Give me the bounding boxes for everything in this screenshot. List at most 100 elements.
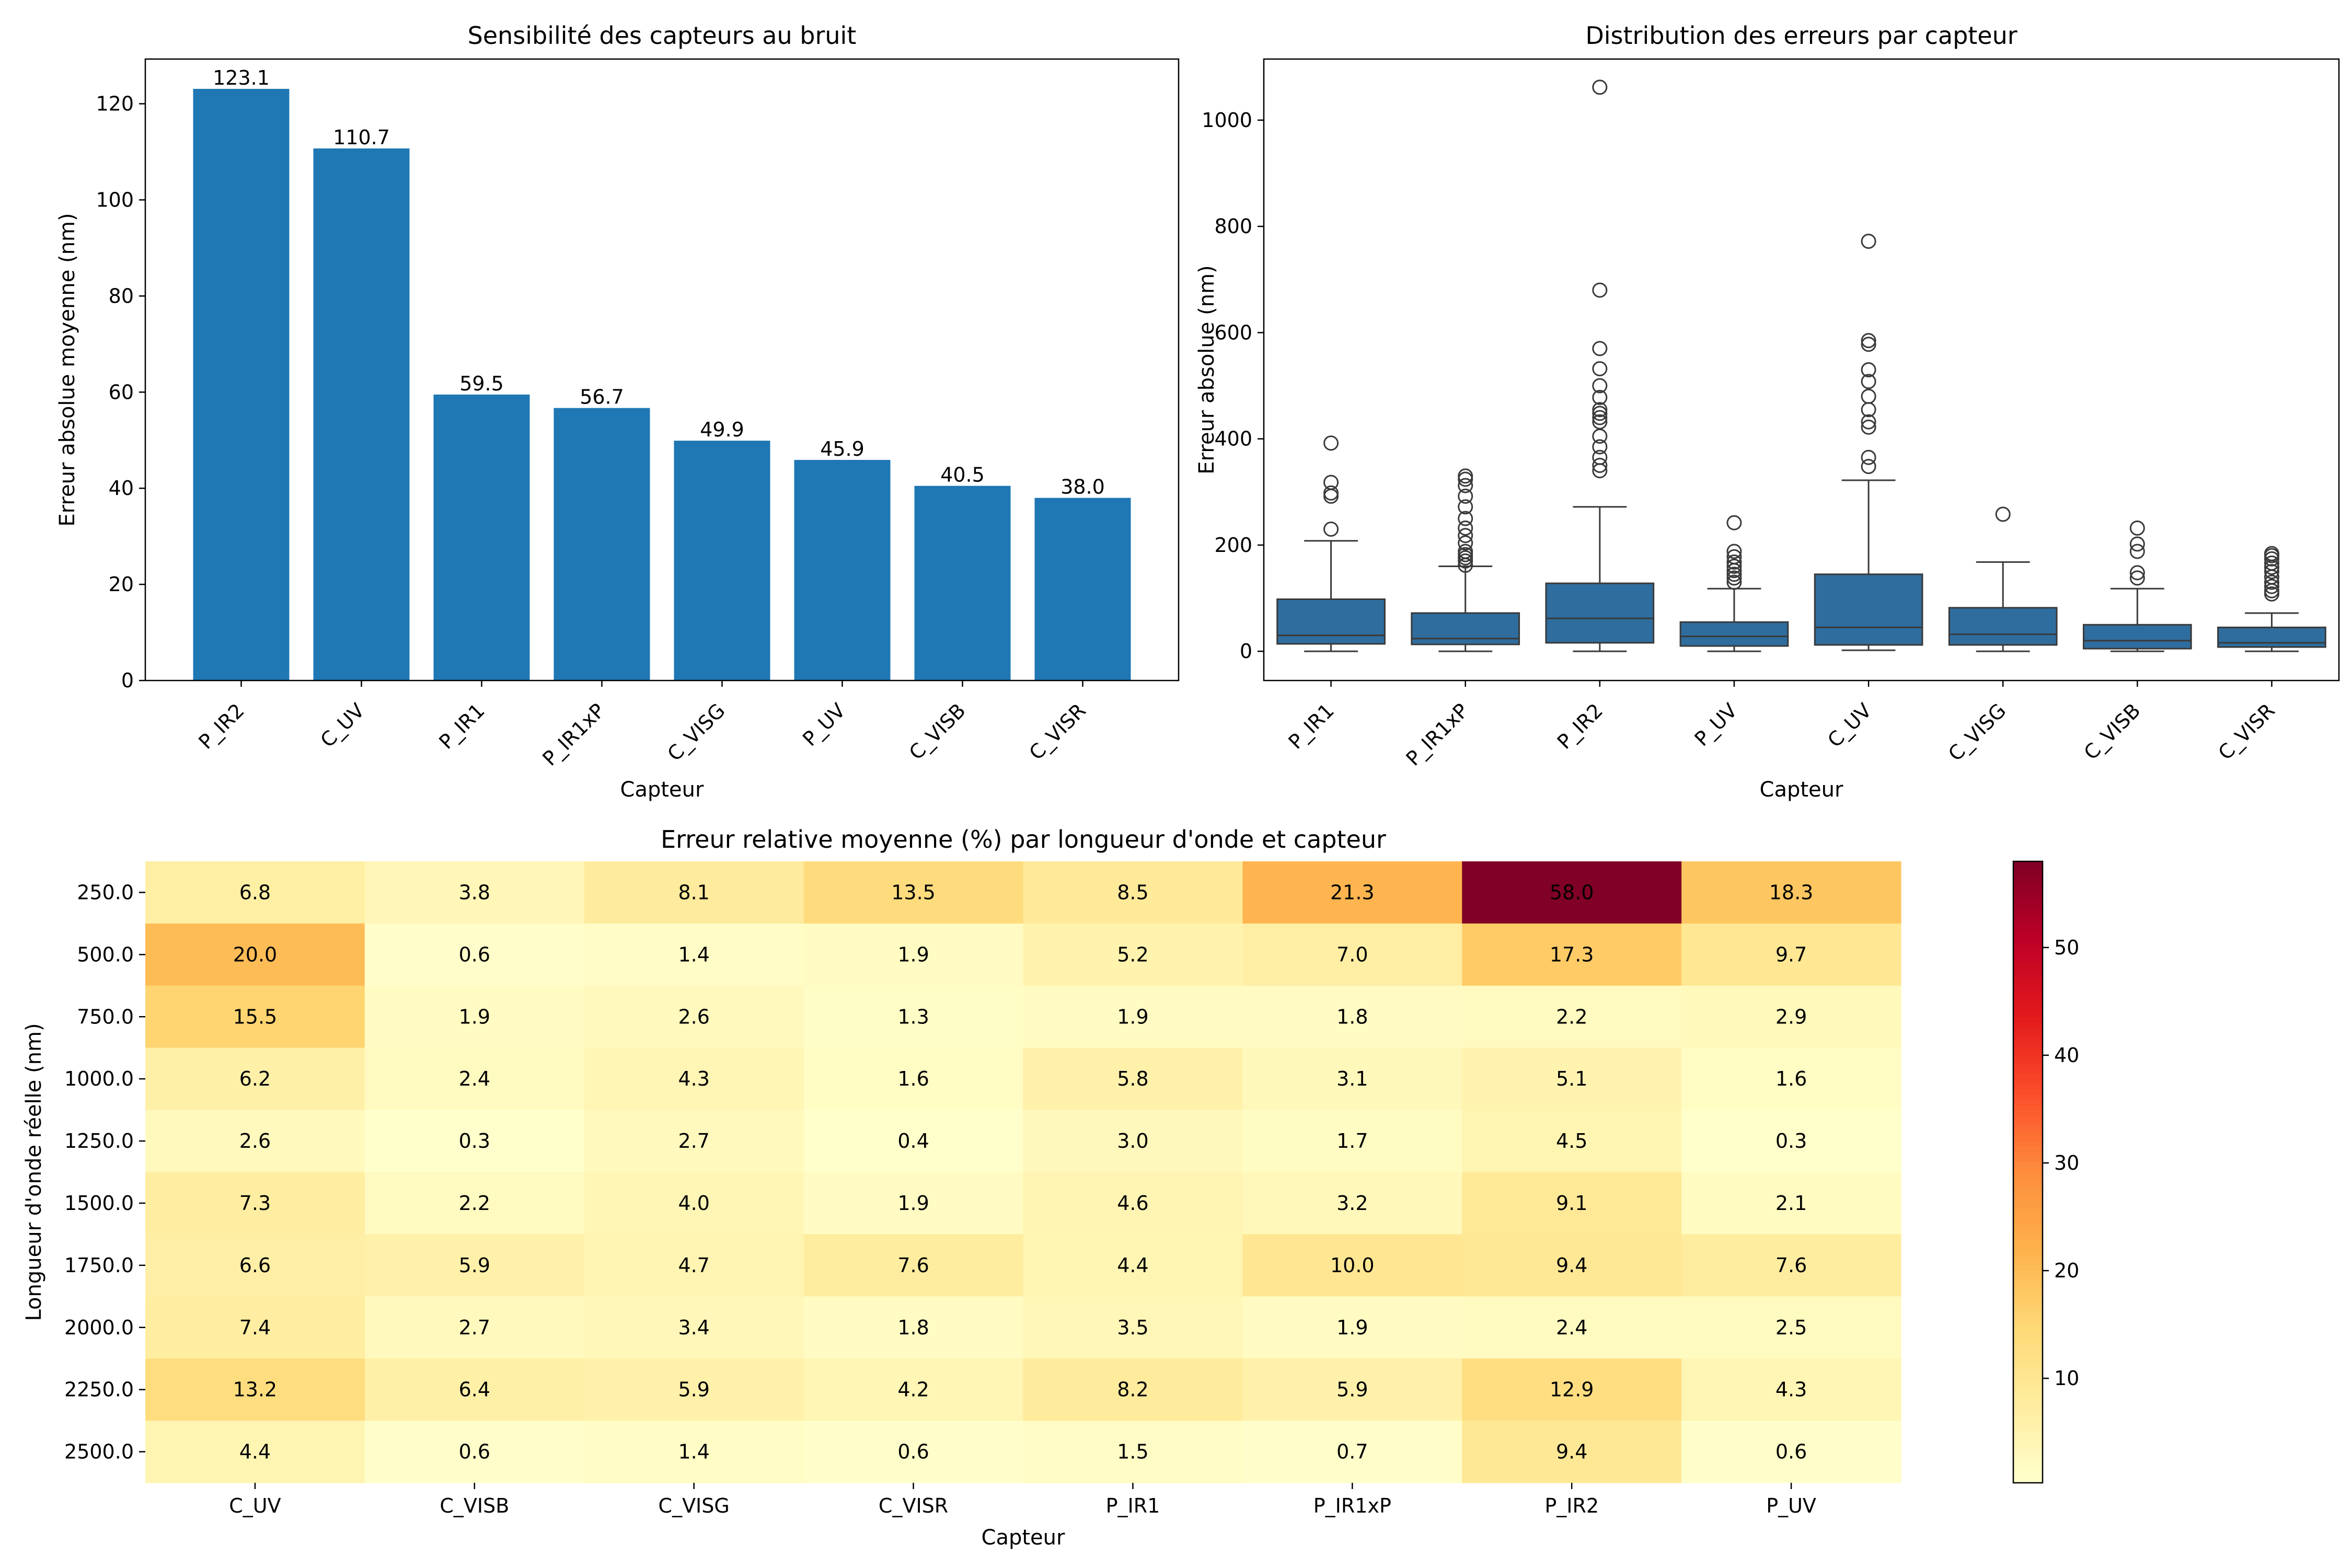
heatmap-cell-label: 2.6 (678, 1005, 709, 1028)
heatmap-cell-label: 2.6 (239, 1129, 271, 1152)
outlier-point (1458, 499, 1473, 515)
colorbar-segment (2013, 1167, 2043, 1173)
colorbar-segment (2013, 871, 2043, 878)
outlier-point (2264, 579, 2279, 594)
colorbar-segment (2013, 996, 2043, 1002)
heatmap-cell (1681, 1296, 1901, 1359)
colorbar-segment (2013, 1286, 2043, 1292)
outlier-point (1861, 333, 1876, 349)
outlier-point (1726, 559, 1742, 574)
colorbar-segment (2013, 1384, 2043, 1390)
y-tick-label: 2000.0 (64, 1316, 134, 1339)
heatmap-cell (584, 1421, 804, 1483)
bar-value-label: 56.7 (580, 386, 624, 409)
outlier-point (1726, 544, 1742, 559)
y-tick-label: 1000 (1202, 109, 1252, 132)
colorbar-segment (2013, 1462, 2043, 1468)
colorbar-segment (2013, 877, 2043, 883)
heatmap-cell-label: 1.6 (897, 1067, 929, 1090)
colorbar-segment (2013, 1239, 2043, 1245)
heatmap-cell (364, 1110, 585, 1173)
heatmap-cell-label: 7.4 (239, 1316, 271, 1339)
x-tick-label: P_IR2 (194, 699, 248, 753)
heatmap-cell (364, 1296, 585, 1359)
x-tick-label: P_UV (1766, 1494, 1816, 1517)
outlier-point (1458, 544, 1473, 559)
heatmap-cell-label: 1.5 (1117, 1440, 1148, 1463)
colorbar-segment (2013, 866, 2043, 872)
heatmap-cell-label: 1.6 (1775, 1067, 1807, 1090)
heatmap-cell (584, 1234, 804, 1297)
heatmap-cell-label: 7.6 (1775, 1254, 1807, 1277)
chart-title: Sensibilité des capteurs au bruit (468, 21, 857, 50)
y-axis-label: Longueur d'onde réelle (nm) (22, 1023, 46, 1321)
outlier-point (1323, 521, 1339, 537)
heatmap-cell (1242, 1047, 1462, 1111)
outlier-point (1726, 515, 1742, 531)
colorbar-segment (2013, 1389, 2043, 1396)
heatmap-cell (1023, 923, 1243, 986)
colorbar-segment (2013, 1405, 2043, 1411)
heatmap-cell-label: 3.1 (1336, 1067, 1368, 1090)
colorbar-segment (2013, 1017, 2043, 1022)
x-axis-label: Capteur (620, 778, 704, 802)
heatmap-cell-label: 21.3 (1330, 881, 1375, 904)
heatmap-cell (1242, 1358, 1462, 1421)
outlier-point (1592, 378, 1608, 394)
colorbar-segment (2013, 1457, 2043, 1462)
colorbar-segment (2013, 1125, 2043, 1131)
heatmap-cell (364, 861, 585, 924)
heatmap-cell (1681, 861, 1901, 924)
bar-value-label: 45.9 (820, 437, 864, 460)
colorbar-segment (2013, 1058, 2043, 1064)
colorbar-tick-label: 10 (2054, 1367, 2079, 1390)
heatmap-cell (364, 1172, 585, 1235)
heatmap-cell (364, 985, 585, 1048)
y-tick-label: 0 (1240, 640, 1252, 663)
bar (313, 148, 410, 681)
heatmap-cell (1242, 985, 1462, 1048)
heatmap-cell (584, 1358, 804, 1421)
colorbar-segment (2013, 1131, 2043, 1136)
y-tick-label: 600 (1214, 321, 1252, 344)
heatmap-cell-label: 0.3 (459, 1129, 490, 1152)
x-tick-label: P_IR1 (1106, 1494, 1160, 1517)
colorbar-segment (2013, 1177, 2043, 1183)
heatmap-cell-label: 8.1 (678, 881, 709, 904)
heatmap-cell-label: 5.2 (1117, 943, 1148, 966)
heatmap-cell-label: 6.4 (459, 1378, 490, 1401)
y-tick-label: 1000.0 (64, 1067, 134, 1090)
colorbar-segment (2013, 1250, 2043, 1255)
colorbar-segment (2013, 923, 2043, 929)
colorbar-segment (2013, 1089, 2043, 1095)
outlier-point (1726, 574, 1742, 590)
heatmap-cell (1462, 1234, 1682, 1297)
heatmap-cell-label: 3.2 (1336, 1192, 1368, 1215)
y-tick-label: 1250.0 (64, 1129, 134, 1152)
chart-title: Erreur relative moyenne (%) par longueur… (661, 825, 1386, 854)
colorbar-tick-label: 30 (2054, 1151, 2079, 1174)
x-tick-label: C_VISG (659, 1494, 730, 1517)
box (1411, 612, 1520, 645)
x-axis-label: Capteur (1760, 778, 1843, 802)
heatmap-cell (803, 1110, 1024, 1173)
colorbar-segment (2013, 1104, 2043, 1111)
colorbar-segment (2013, 1099, 2043, 1105)
colorbar-segment (2013, 1410, 2043, 1416)
colorbar-segment (2013, 949, 2043, 955)
outlier-point (1592, 282, 1608, 298)
colorbar-segment (2013, 887, 2043, 893)
y-tick-label: 1750.0 (64, 1254, 134, 1277)
outlier-point (1861, 458, 1876, 474)
heatmap-cell-label: 20.0 (233, 943, 278, 966)
heatmap-cell-label: 1.3 (897, 1005, 929, 1028)
colorbar-segment (2013, 1053, 2043, 1059)
heatmap-cell-label: 4.4 (1117, 1254, 1148, 1277)
heatmap-cell-label: 5.8 (1117, 1067, 1148, 1090)
colorbar-segment (2013, 1265, 2043, 1271)
colorbar-segment (2013, 1193, 2043, 1198)
y-tick-label: 100 (96, 188, 134, 211)
heatmap-cell (364, 1234, 585, 1297)
colorbar-segment (2013, 1047, 2043, 1054)
